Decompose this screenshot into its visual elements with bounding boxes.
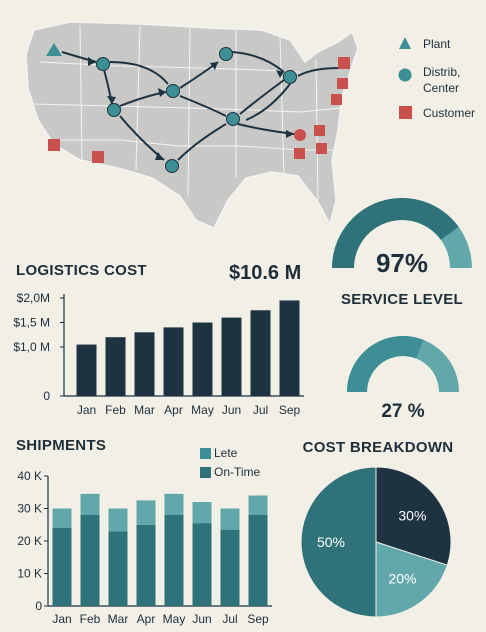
cost-x-tick-label: May bbox=[191, 403, 214, 417]
cost-x-tick-label: Jun bbox=[222, 403, 241, 417]
legend-plant-label: Plant bbox=[423, 37, 451, 51]
ship-bar-ontime bbox=[108, 531, 128, 606]
logistics-cost-chart: 0 $1,0 M $1,5 M $2,0M Jan Feb Mar Apr May Jun Jul S… bbox=[13, 291, 304, 417]
ship-bar-late bbox=[80, 493, 100, 515]
cost-x-tick-label: Jan bbox=[77, 403, 96, 417]
legend-ontime-swatch bbox=[200, 467, 211, 478]
ship-y-tick-label: 0 bbox=[35, 599, 42, 613]
ship-bar-late bbox=[136, 500, 156, 525]
service-gauge-bottom bbox=[347, 336, 459, 392]
customer-circle-marker bbox=[294, 129, 306, 141]
service-gauge-top bbox=[332, 198, 472, 268]
cost-x-tick-label: Feb bbox=[105, 403, 126, 417]
gauge-top-fill bbox=[332, 198, 459, 268]
pie-slice bbox=[375, 466, 452, 566]
cost-bar bbox=[250, 310, 271, 396]
circle-icon bbox=[398, 68, 412, 82]
legend-late-label: Lete bbox=[214, 446, 238, 460]
ship-y-tick-label: 40 K bbox=[17, 469, 42, 483]
cost-breakdown-title: COST BREAKDOWN bbox=[302, 439, 454, 456]
customer-markers bbox=[48, 57, 350, 163]
state-borders bbox=[33, 25, 341, 201]
plant-marker bbox=[46, 43, 62, 56]
cost-y-tick-label: $1,5 M bbox=[13, 316, 50, 330]
ship-bar-ontime bbox=[192, 523, 212, 606]
cost-bar bbox=[163, 327, 184, 396]
cost-breakdown-pie: 30% 20% 50% bbox=[300, 466, 452, 618]
ship-y-tick-label: 20 K bbox=[17, 534, 42, 548]
square-icon bbox=[399, 106, 412, 119]
us-network-map bbox=[25, 21, 359, 229]
us-map-shape bbox=[25, 21, 359, 229]
legend-customer-label: Customer bbox=[423, 106, 476, 120]
shipments-chart: 0 10 K 20 K 30 K 40 K Jan Feb Mar Apr May Jun Jul Se… bbox=[17, 469, 272, 626]
cost-bar bbox=[105, 337, 126, 396]
cost-bar bbox=[221, 317, 242, 396]
legend-ontime-label: On-Time bbox=[214, 465, 261, 479]
ship-bar-ontime bbox=[164, 515, 184, 606]
legend-distribution-label: Distrib, Center bbox=[423, 65, 461, 95]
pie-slice-label: 20% bbox=[388, 570, 416, 586]
ship-x-tick-label: May bbox=[163, 612, 186, 626]
logistics-cost-total: $10.6 M bbox=[229, 262, 302, 284]
cost-bar bbox=[192, 322, 213, 396]
triangle-icon bbox=[399, 37, 411, 49]
ship-x-tick-label: Mar bbox=[108, 612, 129, 626]
distribution-center-markers bbox=[96, 47, 297, 173]
legend-late-swatch bbox=[200, 448, 211, 459]
service-level-value: 97% bbox=[375, 248, 429, 278]
cost-bar bbox=[134, 332, 155, 396]
ship-bar-late bbox=[220, 508, 240, 530]
logistics-cost-title: LOGISTICS COST bbox=[16, 262, 147, 279]
ship-x-tick-label: Jun bbox=[192, 612, 211, 626]
cost-bar bbox=[76, 344, 97, 396]
pie-slice-label: 50% bbox=[317, 534, 345, 550]
cost-x-tick-label: Mar bbox=[134, 403, 155, 417]
pie-slice bbox=[375, 541, 448, 618]
ship-bar-ontime bbox=[220, 529, 240, 606]
cost-x-tick-label: Apr bbox=[164, 403, 183, 417]
pie-slice bbox=[300, 466, 377, 618]
ship-bar-late bbox=[192, 502, 212, 524]
shipments-title: SHIPMENTS bbox=[16, 437, 107, 454]
ship-x-tick-label: Sep bbox=[247, 612, 269, 626]
cost-x-tick-label: Jul bbox=[253, 403, 268, 417]
ship-bar-late bbox=[164, 493, 184, 515]
ship-x-tick-label: Jan bbox=[52, 612, 71, 626]
gauge-bottom-fill bbox=[347, 336, 424, 392]
cost-y-tick-label: 0 bbox=[43, 389, 50, 403]
route-arrowheads bbox=[88, 57, 294, 160]
ship-bar-late bbox=[52, 508, 72, 528]
ship-y-tick-label: 30 K bbox=[17, 502, 42, 516]
cost-x-tick-label: Sep bbox=[279, 403, 301, 417]
cost-bar bbox=[279, 300, 300, 396]
service-gauge2-value: 27 % bbox=[381, 401, 425, 422]
ship-x-tick-label: Feb bbox=[80, 612, 101, 626]
ship-bar-ontime bbox=[248, 515, 268, 606]
ship-x-tick-label: Jul bbox=[222, 612, 237, 626]
ship-bar-late bbox=[108, 508, 128, 532]
ship-bar-ontime bbox=[52, 528, 72, 606]
ship-bar-ontime bbox=[80, 515, 100, 606]
ship-bar-late bbox=[248, 495, 268, 515]
service-level-title: SERVICE LEVEL bbox=[341, 291, 463, 308]
cost-y-tick-label: $1,0 M bbox=[13, 340, 50, 354]
pie-slice-label: 30% bbox=[398, 508, 426, 524]
ship-x-tick-label: Apr bbox=[137, 612, 156, 626]
ship-y-tick-label: 10 K bbox=[17, 567, 42, 581]
cost-y-tick-label: $2,0M bbox=[17, 291, 50, 305]
ship-bar-ontime bbox=[136, 524, 156, 606]
